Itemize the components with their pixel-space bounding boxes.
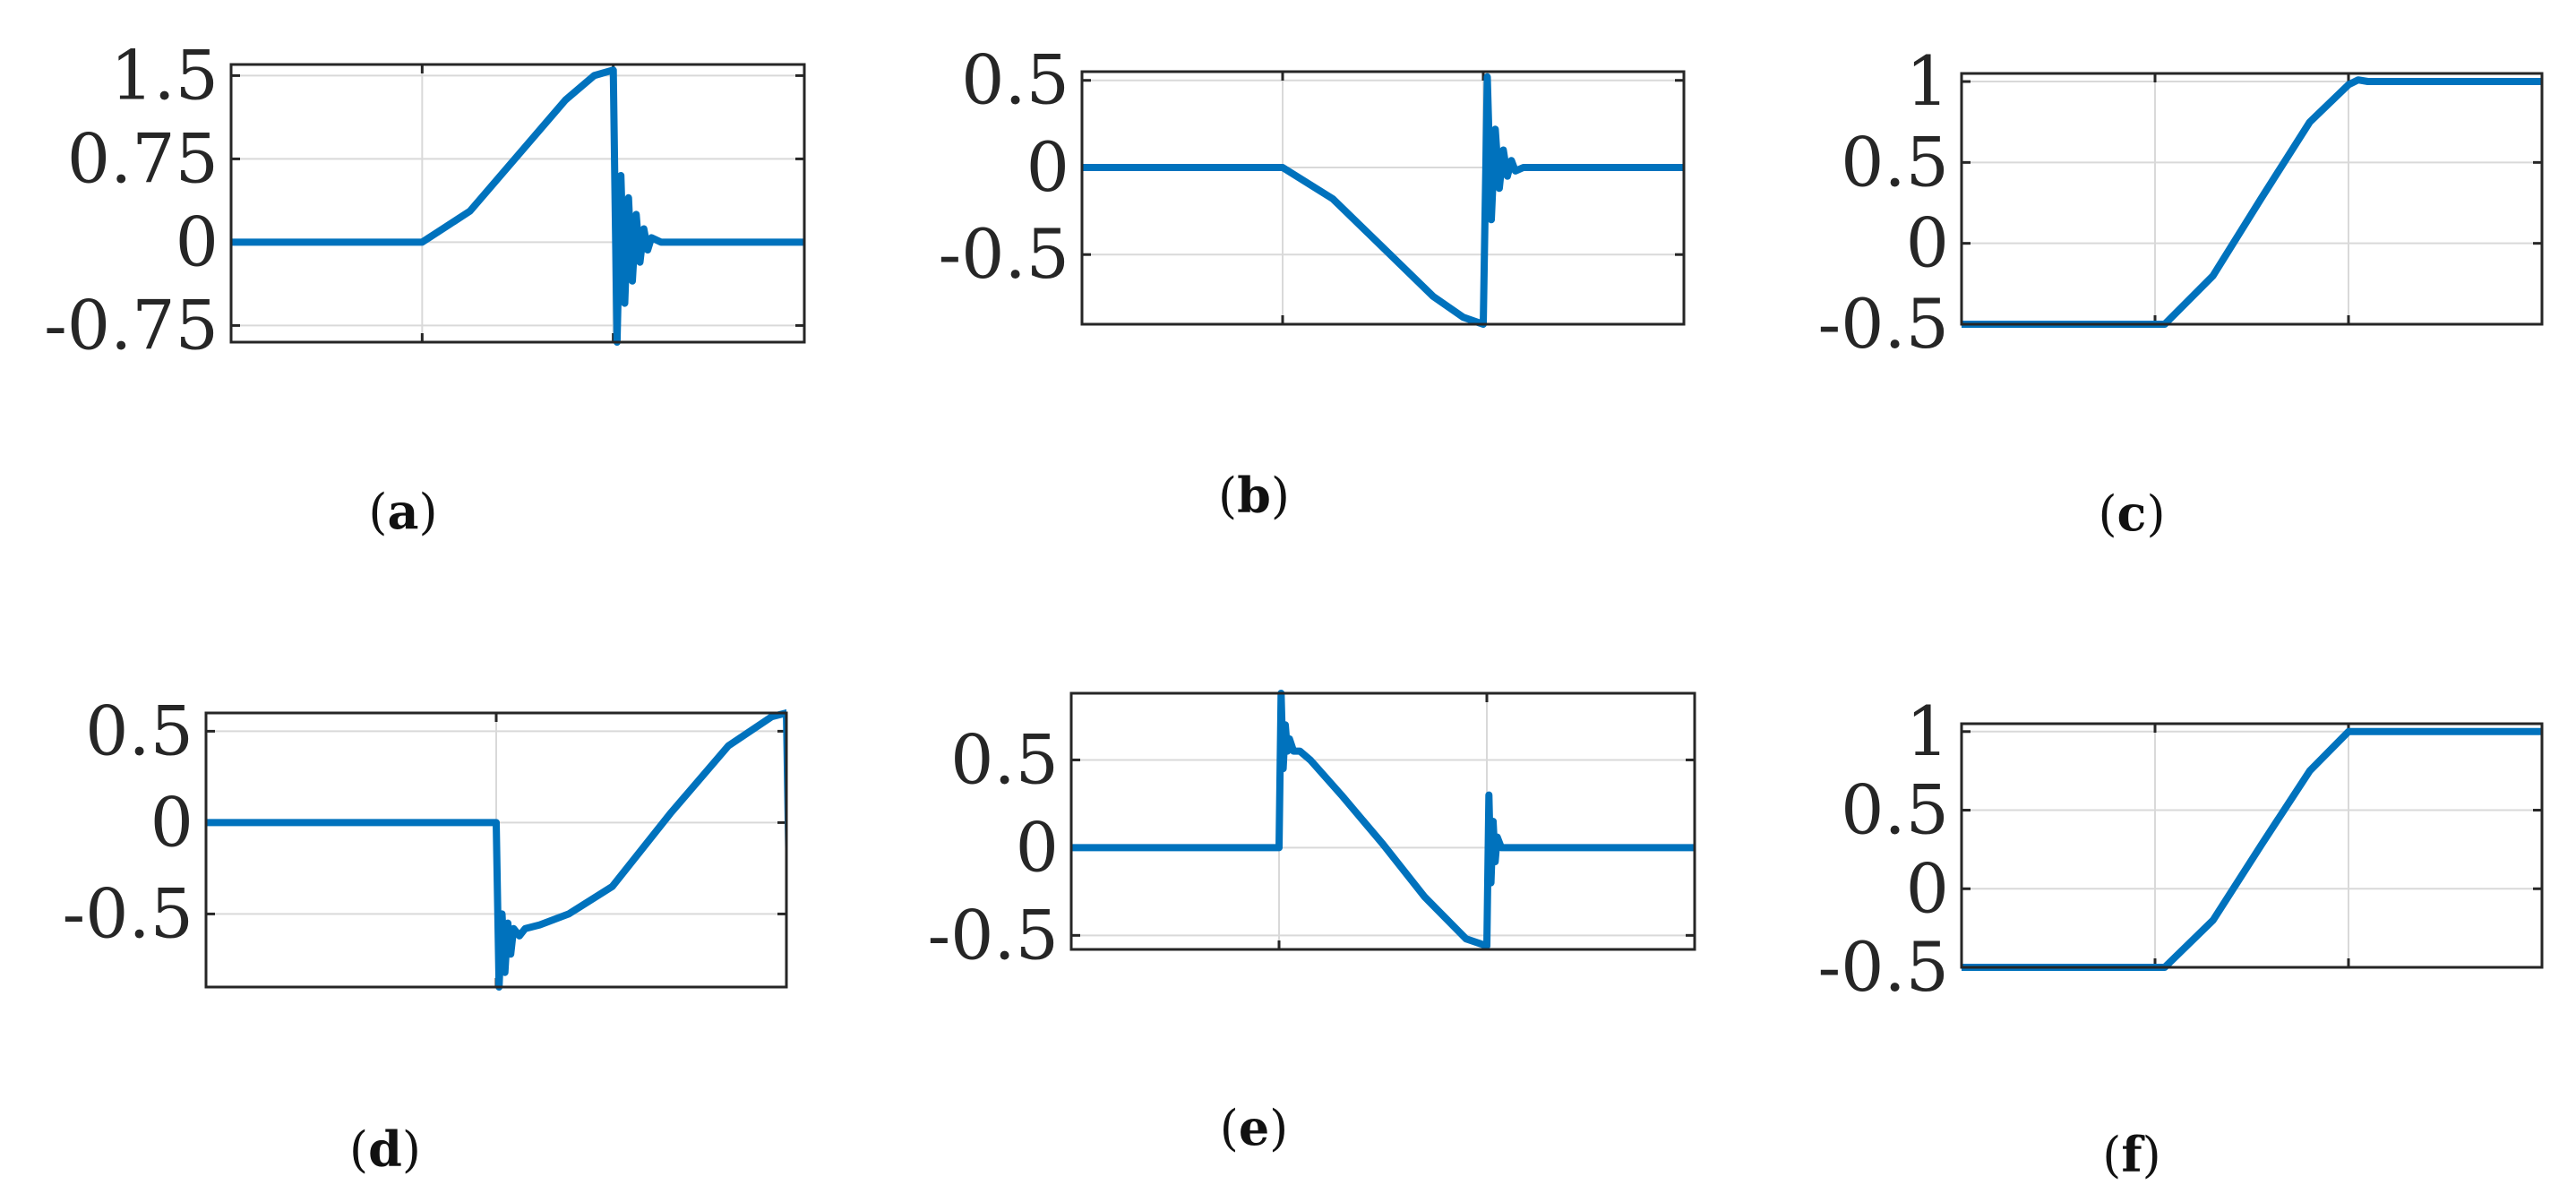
caption-open: ( bbox=[368, 484, 387, 540]
y-tick-label: -0.5 bbox=[62, 873, 193, 953]
y-tick-label: -0.75 bbox=[44, 285, 219, 365]
panel-caption: (c) bbox=[2098, 485, 2165, 542]
caption-close: ) bbox=[1271, 468, 1290, 524]
caption-close: ) bbox=[2142, 1127, 2161, 1183]
axes-frame bbox=[1080, 70, 1686, 326]
caption-close: ) bbox=[1269, 1100, 1288, 1156]
y-tick-label: 0 bbox=[1906, 203, 1949, 283]
caption-open: ( bbox=[349, 1121, 368, 1178]
y-tick-label: 1.5 bbox=[110, 35, 219, 115]
y-tick-label: -0.5 bbox=[927, 895, 1059, 974]
caption-close: ) bbox=[402, 1121, 421, 1178]
series-line bbox=[1082, 73, 1684, 328]
axes-frame bbox=[204, 711, 788, 989]
series-line bbox=[231, 66, 804, 346]
caption-open: ( bbox=[2098, 485, 2117, 542]
y-tick-label: 0 bbox=[176, 202, 219, 281]
caption-open: ( bbox=[2102, 1127, 2121, 1183]
y-tick-label: 0 bbox=[150, 782, 193, 862]
axes-frame bbox=[1069, 691, 1696, 951]
panel-e: -0.5 00.5 (e) bbox=[927, 690, 1696, 1156]
panel-b: -0.500.5 (b) bbox=[938, 40, 1686, 524]
caption-letter: b bbox=[1237, 467, 1271, 524]
y-tick-label: 1 bbox=[1906, 41, 1949, 121]
y-tick-label: 0.75 bbox=[67, 118, 219, 198]
series-line bbox=[1962, 727, 2542, 971]
axes-frame bbox=[229, 63, 806, 344]
caption-close: ) bbox=[419, 484, 438, 540]
caption-letter: e bbox=[1239, 1099, 1269, 1156]
y-tick-label: 0 bbox=[1016, 807, 1059, 887]
y-tick-label: 0.5 bbox=[961, 40, 1069, 120]
y-tick-label: 0 bbox=[1906, 848, 1949, 928]
y-tick-label: -0.5 bbox=[1817, 284, 1949, 364]
y-tick-label: 0.5 bbox=[85, 691, 193, 770]
panel-caption: (b) bbox=[1218, 467, 1290, 524]
y-tick-label: 0.5 bbox=[1841, 770, 1949, 850]
caption-letter: a bbox=[388, 483, 419, 540]
caption-letter: d bbox=[368, 1120, 402, 1178]
series-line bbox=[206, 709, 786, 991]
panel-d: -0.5 0 0.5 (d) bbox=[62, 691, 788, 1178]
series-line bbox=[1962, 76, 2542, 328]
axes-frame bbox=[1960, 72, 2544, 326]
caption-open: ( bbox=[1220, 1100, 1239, 1156]
panel-c: -0.500.51 (c) bbox=[1817, 41, 2544, 542]
y-tick-label: 1 bbox=[1906, 691, 1949, 771]
caption-close: ) bbox=[2146, 485, 2165, 542]
panel-caption: (d) bbox=[349, 1120, 421, 1178]
series-line bbox=[1071, 690, 1695, 950]
y-tick-label: -0.5 bbox=[1817, 927, 1949, 1007]
caption-letter: f bbox=[2121, 1126, 2145, 1183]
panel-caption: (a) bbox=[368, 483, 437, 540]
panel-caption: (f) bbox=[2102, 1126, 2160, 1183]
y-tick-label: -0.5 bbox=[938, 214, 1069, 294]
axes-frame bbox=[1960, 722, 2544, 969]
caption-letter: c bbox=[2117, 485, 2147, 542]
caption-open: ( bbox=[1218, 468, 1237, 524]
y-tick-label: 0 bbox=[1026, 127, 1069, 207]
panel-caption: (e) bbox=[1220, 1099, 1289, 1156]
y-tick-label: 0.5 bbox=[1841, 122, 1949, 202]
y-tick-label: 0.5 bbox=[950, 719, 1059, 799]
panel-f: -0.500.51 (f) bbox=[1817, 691, 2544, 1183]
